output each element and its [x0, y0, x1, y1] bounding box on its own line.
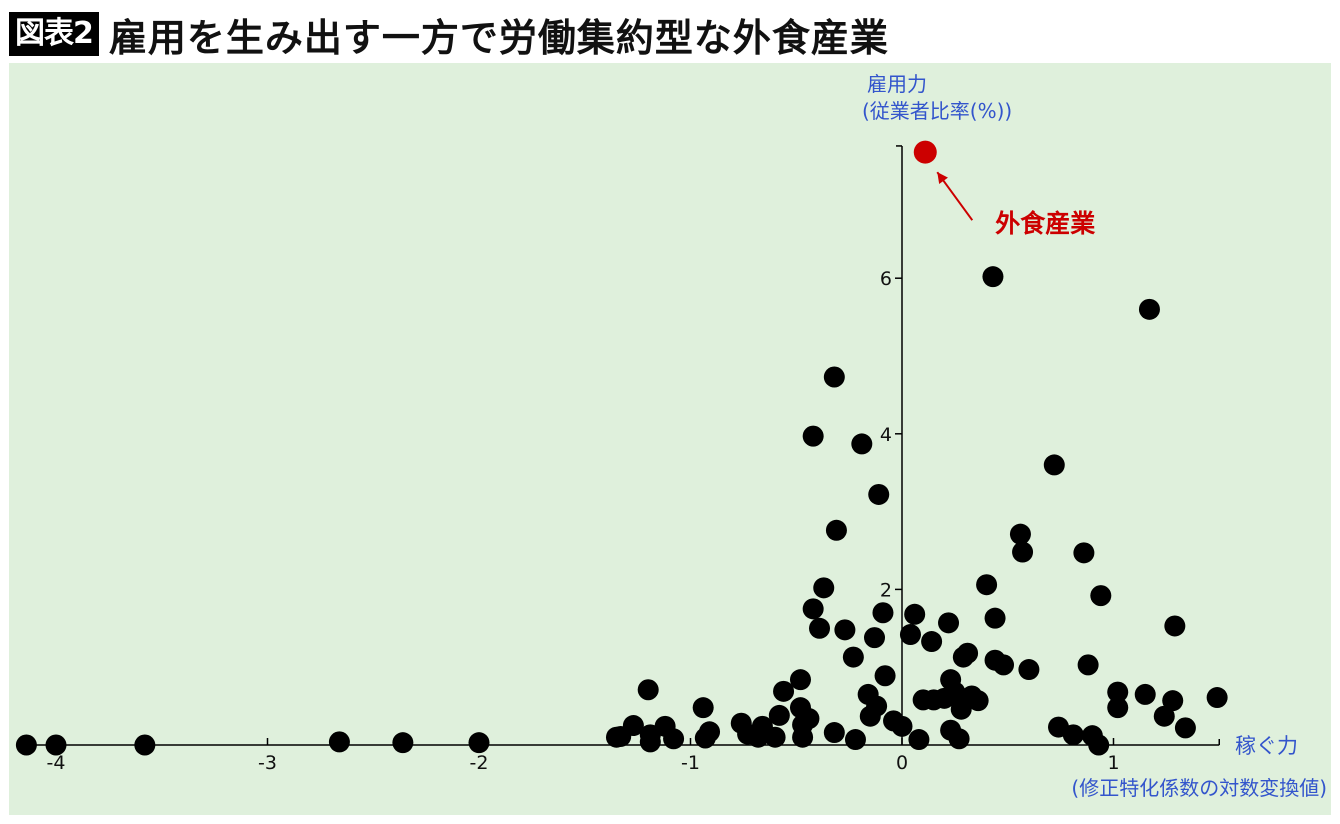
data-point [328, 731, 350, 753]
data-point [834, 619, 856, 641]
data-point [891, 715, 913, 737]
data-point [908, 729, 930, 751]
data-point [637, 679, 659, 701]
data-point [45, 734, 67, 756]
x-tick-label: 1 [1107, 752, 1119, 774]
data-point [874, 665, 896, 687]
data-point [823, 722, 845, 744]
data-point [789, 669, 811, 691]
data-point [809, 617, 831, 639]
data-point [948, 728, 970, 750]
y-tick-label: 4 [880, 424, 892, 446]
data-point [851, 433, 873, 455]
data-point [692, 697, 714, 719]
data-point [868, 483, 890, 505]
data-point [1107, 697, 1129, 719]
data-point [802, 598, 824, 620]
y-tick-label: 6 [880, 268, 892, 290]
data-point [1138, 298, 1160, 320]
highlight-arrow-head [937, 172, 948, 185]
figure-header: 図表2 雇用を生み出す一方で労働集約型な外食産業 [9, 8, 889, 60]
data-point [622, 715, 644, 737]
data-point [1088, 734, 1110, 756]
data-point [1206, 687, 1228, 709]
y-tick-label: 2 [880, 579, 892, 601]
data-point [1162, 690, 1184, 712]
plot-panel: -4 -3 -2 -1 0 1 2 4 6 外食産業 雇用力 (従業者比率(%)) 稼ぐ力 (修正特化… [9, 63, 1331, 815]
data-point [864, 627, 886, 649]
data-point [872, 602, 894, 624]
data-point [993, 654, 1015, 676]
x-axis-title: 稼ぐ力 [1235, 734, 1298, 758]
data-point [1077, 654, 1099, 676]
data-point [764, 726, 786, 748]
data-point [134, 734, 156, 756]
y-axis-title: 雇用力 [867, 72, 927, 96]
data-point [1062, 724, 1084, 746]
x-tick-label: 0 [896, 752, 908, 774]
data-point [1134, 683, 1156, 705]
y-axis-subtitle: (従業者比率(%)) [862, 99, 1012, 123]
data-point [1018, 659, 1040, 681]
axis-ticks: -4 -3 -2 -1 0 1 2 4 6 [47, 268, 1120, 774]
x-axis-subtitle: (修正特化係数の対数変換値) [1071, 776, 1327, 800]
data-point [1073, 542, 1095, 564]
x-tick-label: -1 [681, 752, 700, 774]
data-points [15, 266, 1228, 756]
data-point [984, 607, 1006, 629]
data-point [468, 732, 490, 754]
data-point [842, 646, 864, 668]
data-point [1009, 523, 1031, 545]
data-point [15, 734, 37, 756]
data-point [944, 681, 966, 703]
data-point [392, 732, 414, 754]
data-point [904, 603, 926, 625]
figure-number-badge: 図表2 [9, 12, 99, 56]
data-point [921, 631, 943, 653]
highlight-label: 外食産業 [995, 209, 1095, 238]
highlight-point [913, 140, 937, 164]
axis-labels: 雇用力 (従業者比率(%)) 稼ぐ力 (修正特化係数の対数変換値) [862, 72, 1327, 800]
data-point [982, 266, 1004, 288]
chart-title: 雇用を生み出す一方で労働集約型な外食産業 [108, 15, 889, 60]
scatter-chart: -4 -3 -2 -1 0 1 2 4 6 外食産業 雇用力 (従業者比率(%)) 稼ぐ力 (修正特化… [15, 72, 1327, 800]
x-tick-label: -2 [470, 752, 489, 774]
data-point [663, 728, 685, 750]
data-point [967, 690, 989, 712]
data-point [1107, 681, 1129, 703]
data-point [866, 695, 888, 717]
data-point [899, 624, 921, 646]
data-point [813, 577, 835, 599]
data-point [976, 574, 998, 596]
data-point [823, 366, 845, 388]
data-point [699, 721, 721, 743]
data-point [844, 729, 866, 751]
x-tick-label: -4 [47, 752, 66, 774]
data-point [639, 731, 661, 753]
data-point [768, 704, 790, 726]
data-point [1153, 705, 1175, 727]
data-point [802, 425, 824, 447]
data-point [1164, 615, 1186, 637]
data-point [957, 642, 979, 664]
data-point [1174, 717, 1196, 739]
highlight-annotation: 外食産業 [913, 140, 1095, 238]
data-point [938, 612, 960, 634]
data-point [1043, 454, 1065, 476]
data-point [1012, 541, 1034, 563]
data-point [1090, 585, 1112, 607]
data-point [798, 708, 820, 730]
data-point [825, 519, 847, 541]
x-tick-label: -3 [258, 752, 277, 774]
data-point [773, 680, 795, 702]
data-point [792, 726, 814, 748]
